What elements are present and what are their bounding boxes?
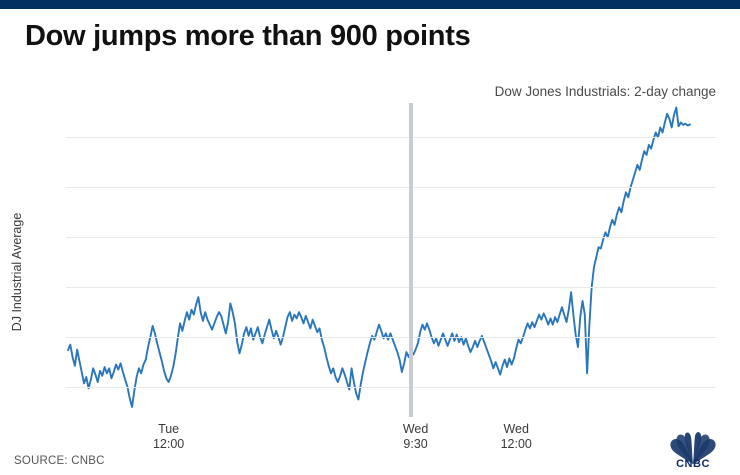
source-note: SOURCE: CNBC: [14, 455, 105, 467]
x-tick-time: 12:00: [152, 437, 185, 451]
dow-price-line: [67, 106, 691, 408]
x-tick-label: Wed 9:30: [356, 422, 476, 452]
gridline: [66, 287, 716, 289]
x-tick-day: Wed: [503, 422, 529, 436]
x-tick-day: Tue: [158, 422, 180, 436]
price-line-chart: [67, 106, 691, 408]
x-tick-time: 9:30: [403, 437, 428, 451]
gridline: [66, 387, 716, 389]
top-accent-bar: [0, 0, 740, 9]
gridline: [66, 187, 716, 189]
chart-subtitle: Dow Jones Industrials: 2-day change: [494, 84, 716, 99]
gridline: [66, 237, 716, 239]
cnbc-peacock-logo: [670, 432, 716, 464]
x-tick-label: Tue 12:00: [109, 422, 229, 452]
gridline: [66, 337, 716, 339]
x-tick-time: 12:00: [500, 437, 532, 451]
cnbc-logo-text: CNBC: [676, 458, 710, 470]
x-tick-day: Wed: [402, 422, 429, 436]
y-axis-label: DJ Industrial Average: [10, 212, 24, 332]
page-title: Dow jumps more than 900 points: [25, 20, 471, 52]
gridline: [66, 137, 716, 139]
plot-area: 33k33.2k33.4k33.6k33.8k34k: [66, 100, 716, 417]
x-tick-label: Wed 12:00: [456, 422, 576, 452]
session-divider: [409, 103, 413, 417]
